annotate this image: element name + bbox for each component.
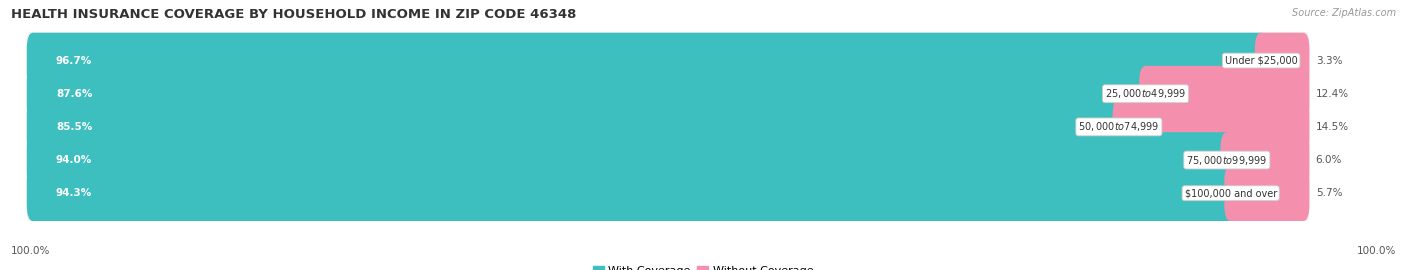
Text: 85.5%: 85.5%: [56, 122, 93, 132]
Text: 14.5%: 14.5%: [1316, 122, 1348, 132]
FancyBboxPatch shape: [27, 99, 1125, 155]
FancyBboxPatch shape: [27, 165, 1237, 221]
Text: 100.0%: 100.0%: [1357, 247, 1396, 256]
Text: $75,000 to $99,999: $75,000 to $99,999: [1187, 154, 1267, 167]
FancyBboxPatch shape: [27, 95, 1309, 159]
FancyBboxPatch shape: [27, 132, 1233, 188]
Legend: With Coverage, Without Coverage: With Coverage, Without Coverage: [592, 266, 814, 270]
FancyBboxPatch shape: [1220, 132, 1309, 188]
FancyBboxPatch shape: [27, 161, 1309, 225]
FancyBboxPatch shape: [27, 128, 1309, 192]
Text: 87.6%: 87.6%: [56, 89, 93, 99]
Text: 94.0%: 94.0%: [56, 155, 93, 165]
FancyBboxPatch shape: [27, 33, 1267, 89]
FancyBboxPatch shape: [1139, 66, 1309, 122]
Text: 3.3%: 3.3%: [1316, 56, 1343, 66]
Text: 96.7%: 96.7%: [56, 56, 93, 66]
Text: $25,000 to $49,999: $25,000 to $49,999: [1105, 87, 1187, 100]
Text: $50,000 to $74,999: $50,000 to $74,999: [1078, 120, 1160, 133]
Text: HEALTH INSURANCE COVERAGE BY HOUSEHOLD INCOME IN ZIP CODE 46348: HEALTH INSURANCE COVERAGE BY HOUSEHOLD I…: [11, 8, 576, 21]
FancyBboxPatch shape: [1254, 33, 1309, 89]
Text: Under $25,000: Under $25,000: [1225, 56, 1298, 66]
Text: 94.3%: 94.3%: [56, 188, 93, 198]
FancyBboxPatch shape: [27, 66, 1152, 122]
FancyBboxPatch shape: [27, 62, 1309, 126]
FancyBboxPatch shape: [1225, 165, 1309, 221]
FancyBboxPatch shape: [27, 29, 1309, 92]
Text: 12.4%: 12.4%: [1316, 89, 1348, 99]
Text: 100.0%: 100.0%: [11, 247, 51, 256]
FancyBboxPatch shape: [1112, 99, 1309, 155]
Text: 5.7%: 5.7%: [1316, 188, 1343, 198]
Text: $100,000 and over: $100,000 and over: [1184, 188, 1277, 198]
Text: 6.0%: 6.0%: [1316, 155, 1343, 165]
Text: Source: ZipAtlas.com: Source: ZipAtlas.com: [1292, 8, 1396, 18]
